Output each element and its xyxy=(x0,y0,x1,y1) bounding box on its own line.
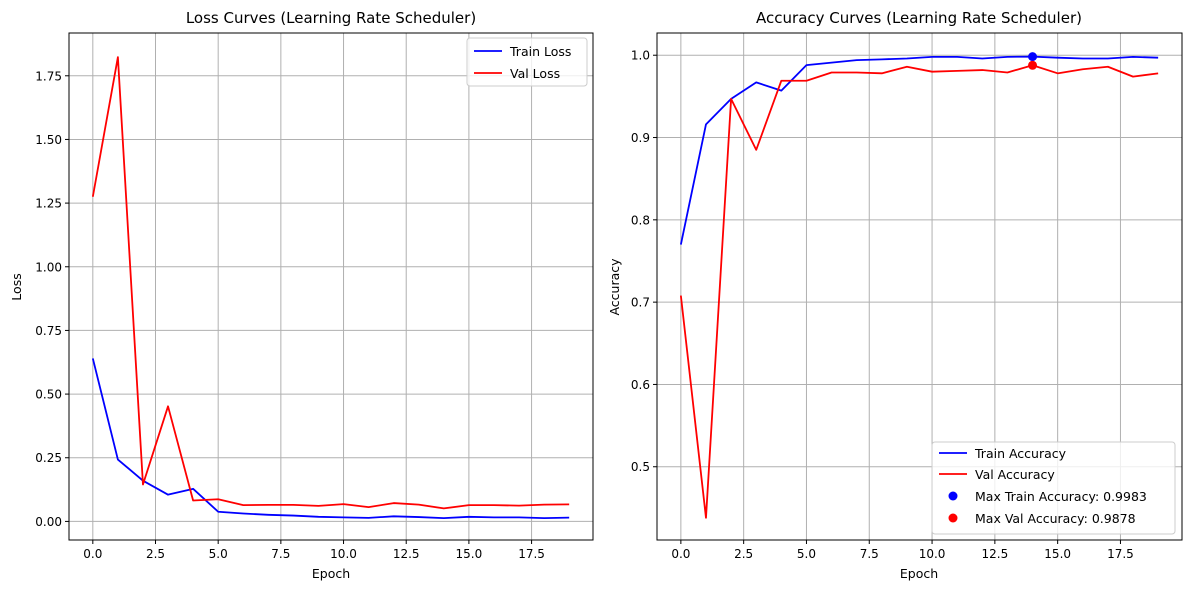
legend-val-loss-label: Val Loss xyxy=(510,66,560,81)
loss-chart-series xyxy=(91,56,570,519)
loss-chart-frame xyxy=(68,32,594,541)
accuracy-chart-train-accuracy-line xyxy=(679,55,1159,245)
loss-chart-ytick-label: 1.25 xyxy=(35,197,62,211)
legend-val-accuracy-label: Val Accuracy xyxy=(975,467,1055,482)
loss-chart-ytick-label: 0.75 xyxy=(35,324,62,338)
accuracy-chart-title: Accuracy Curves (Learning Rate Scheduler… xyxy=(756,9,1082,27)
accuracy-chart-xtick-label: 17.5 xyxy=(1107,547,1134,561)
accuracy-chart-grid xyxy=(657,33,1182,540)
loss-chart-legend: Train Loss Val Loss xyxy=(466,37,588,87)
accuracy-chart-series xyxy=(679,55,1159,519)
accuracy-chart-max-val-point xyxy=(1028,60,1038,70)
loss-chart-ytick-label: 1.50 xyxy=(35,133,62,147)
accuracy-chart-xtick-label: 7.5 xyxy=(860,547,879,561)
legend-max-val-label: Max Val Accuracy: 0.9878 xyxy=(975,511,1136,526)
loss-chart-ytick-label: 1.75 xyxy=(35,69,62,83)
accuracy-chart-ytick-label: 0.5 xyxy=(631,460,650,474)
accuracy-chart-ytick-label: 0.6 xyxy=(631,378,650,392)
accuracy-chart-xtick-label: 0.0 xyxy=(671,547,690,561)
loss-chart-xtick-label: 12.5 xyxy=(393,547,420,561)
loss-chart-xtick-label: 10.0 xyxy=(330,547,357,561)
legend-train-loss-label: Train Loss xyxy=(509,44,571,59)
accuracy-chart-ytick-label: 1.0 xyxy=(631,49,650,63)
accuracy-chart-ytick-label: 0.8 xyxy=(631,213,650,227)
loss-chart-xlabel: Epoch xyxy=(312,566,350,581)
loss-chart-xtick-label: 5.0 xyxy=(209,547,228,561)
accuracy-chart-xtick-label: 2.5 xyxy=(734,547,753,561)
loss-chart-xtick-label: 17.5 xyxy=(518,547,545,561)
loss-chart-train-loss-line xyxy=(91,358,570,519)
legend-train-accuracy-label: Train Accuracy xyxy=(974,446,1067,461)
loss-chart-ylabel: Loss xyxy=(9,273,24,300)
accuracy-chart-xlabel: Epoch xyxy=(900,566,938,581)
accuracy-chart-max-train-point xyxy=(1028,52,1038,62)
loss-chart-xtick-label: 2.5 xyxy=(146,547,165,561)
accuracy-chart-xtick-label: 12.5 xyxy=(981,547,1008,561)
loss-chart-xtick-label: 7.5 xyxy=(271,547,290,561)
legend-max-train-marker xyxy=(948,491,958,501)
loss-chart: Loss Curves (Learning Rate Scheduler) Ep… xyxy=(9,9,594,581)
loss-chart-grid xyxy=(69,33,593,540)
accuracy-chart-xtick-label: 5.0 xyxy=(797,547,816,561)
loss-chart-xtick-label: 0.0 xyxy=(83,547,102,561)
loss-chart-ytick-label: 0.50 xyxy=(35,388,62,402)
accuracy-chart-markers xyxy=(1028,52,1038,70)
loss-chart-title: Loss Curves (Learning Rate Scheduler) xyxy=(186,9,476,27)
loss-chart-ytick-label: 1.00 xyxy=(35,260,62,274)
legend-max-train-label: Max Train Accuracy: 0.9983 xyxy=(975,489,1147,504)
accuracy-chart-val-accuracy-line xyxy=(679,64,1159,519)
accuracy-chart-frame xyxy=(656,32,1183,541)
loss-chart-xtick-label: 15.0 xyxy=(456,547,483,561)
accuracy-chart-ytick-label: 0.9 xyxy=(631,131,650,145)
accuracy-chart-xtick-label: 10.0 xyxy=(919,547,946,561)
accuracy-chart: Accuracy Curves (Learning Rate Scheduler… xyxy=(607,9,1183,581)
accuracy-chart-legend: Train Accuracy Val Accuracy Max Train Ac… xyxy=(931,441,1176,535)
accuracy-chart-ytick-label: 0.7 xyxy=(631,296,650,310)
loss-chart-ytick-label: 0.25 xyxy=(35,451,62,465)
loss-chart-ticks: 0.0 2.5 5.0 7.5 10.0 12.5 15.0 17.5 0.00 0.25 0.50… xyxy=(35,69,545,561)
legend-max-val-marker xyxy=(948,513,958,523)
accuracy-chart-ticks: 0.0 2.5 5.0 7.5 10.0 12.5 15.0 17.5 0.5 0.6 0.7 0.8… xyxy=(631,49,1134,561)
loss-chart-val-loss-line xyxy=(91,56,570,510)
accuracy-chart-ylabel: Accuracy xyxy=(607,258,622,316)
accuracy-chart-xtick-label: 15.0 xyxy=(1044,547,1071,561)
loss-chart-ytick-label: 0.00 xyxy=(35,515,62,529)
